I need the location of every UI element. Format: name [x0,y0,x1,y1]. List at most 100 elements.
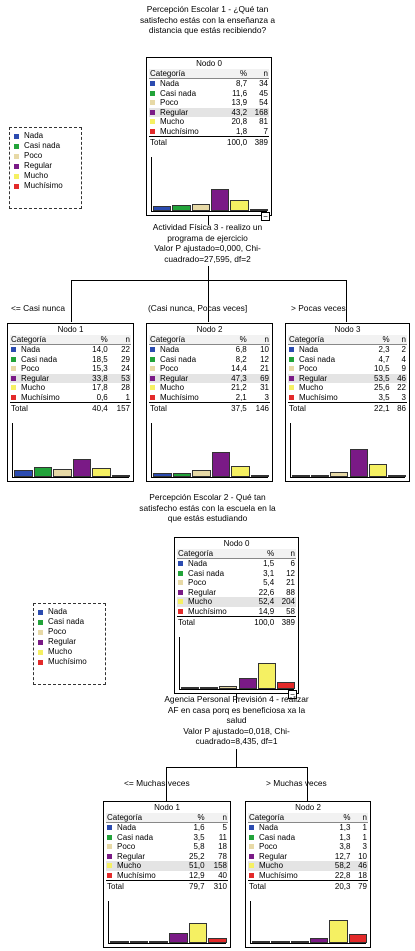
count-cell: 21 [260,364,269,373]
category: Poco [107,842,179,852]
node-row: Nada 14,0 22 [10,345,131,355]
category-swatch [178,561,183,567]
category-cell: Regular [149,373,223,383]
total-cell: 389 [275,616,296,628]
percent-cell: 3,1 [263,568,275,578]
category: Mucho [107,861,179,871]
node-row: Muchísimo 3,5 3 [288,393,407,403]
category-cell: Nada [248,823,325,833]
category-swatch [107,853,112,859]
category-label: Casi nada [299,354,336,364]
histogram-bar [329,919,348,943]
histogram-bar [348,933,367,943]
category: Casi nada [249,833,324,843]
category-label: Casi nada [188,568,225,578]
category-cell: Casi nada [248,833,325,843]
category-cell: Casi nada [177,569,245,579]
count-cell: 18 [218,842,227,851]
category-swatch [289,375,294,381]
category-cell: Poco [149,98,218,108]
percent-cell: 8,7 [235,79,248,88]
category: Muchísimo [150,393,221,403]
histogram-bar [211,188,230,211]
histogram-bar [192,469,211,477]
legend-item: Muchísimo [14,181,77,191]
category-swatch [11,385,16,391]
percent-cell: 51,0 [179,861,206,871]
category-label: Nada [117,823,137,832]
split-label-line: Agencia Personal Previsión 4 - realizar [164,694,309,704]
connector-line [166,767,308,768]
histogram-bar [219,686,238,689]
category-label: Mucho [21,383,46,392]
branch-label: <= Muchas veces [124,778,190,788]
connector-line [236,694,237,703]
legend-box: Nada Casi nada Poco Regular Mucho Muchísimo [33,603,106,685]
legend-item: Casi nada [14,141,77,151]
category-swatch [289,356,294,362]
node-table: Categoría% n Nada 6,8 10 Casi nada 8,2 12 Poco 14… [149,335,270,414]
percent-cell: 5,8 [193,842,205,851]
category-cell: Muchísimo [106,871,180,881]
category-swatch [150,394,155,400]
category-swatch [107,825,112,831]
category: Casi nada [11,355,82,365]
category: Poco [150,364,221,374]
category-label: Regular [188,587,217,597]
count-cell: 45 [259,88,268,98]
node-total-row: Total 40,4 157 [10,402,131,414]
legend-label: Poco [24,151,43,160]
node-row: Poco 13,9 54 [149,98,269,108]
legend-item: Regular [38,637,101,647]
column-header: n [108,335,131,345]
legend-label: Regular [48,637,77,646]
percent-cell: 33,8 [83,373,109,383]
category-label: Nada [160,345,180,354]
legend-swatch [38,619,43,625]
category-swatch [249,872,254,878]
column-header: Categoría [288,335,365,345]
category-cell: Nada [106,823,180,833]
node-row: Casi nada 4,7 4 [288,355,407,365]
percent-cell: 14,0 [92,345,108,354]
node-row: Regular 25,2 78 [106,852,228,862]
tree-title-line: distancia que estás recibiendo? [148,25,267,35]
category-label: Regular [160,373,189,383]
count-cell: 11 [218,832,227,842]
category-cell: Casi nada [149,355,222,365]
node-table: Categoría% n Nada 1,3 1 Casi nada 1,3 1 Poco 3,8 3… [248,813,368,892]
count-cell: 22 [397,383,406,392]
count-cell: 81 [259,117,268,126]
node-row: Mucho 58,2 46 [248,861,368,871]
category-swatch [178,608,183,614]
category-cell: Mucho [177,597,246,607]
category-swatch [107,834,112,840]
category: Regular [11,374,82,384]
percent-cell: 11,6 [232,88,248,98]
node-row: Muchísimo 0,6 1 [10,393,131,403]
histogram-bar [153,206,172,211]
category: Casi nada [150,89,217,99]
percent-cell: 58,2 [324,861,352,871]
node-row: Poco 15,3 24 [10,364,131,374]
node-title: Nodo 0 [196,59,222,68]
category: Nada [178,559,244,569]
category-cell: Mucho [149,383,222,393]
branch-label: > Muchas veces [266,778,327,788]
tree-title-line: satisfecho estás con la enseñanza a [139,14,276,25]
tree-title-line: Percepción Escolar 2 - Qué tan [149,492,266,502]
total-cell: 100,0 [245,616,276,628]
tree-node: Nodo 0 Categoría% n Nada 1,5 6 Casi nada 3,1 12 P… [174,537,299,694]
category-swatch [150,375,155,381]
category-cell: Regular [149,107,219,117]
legend-item: Mucho [14,171,77,181]
column-header: % [83,335,109,345]
node-title: Nodo 2 [295,803,321,812]
legend-label: Nada [48,607,68,616]
node-histogram [179,637,295,690]
connector-line [71,280,347,281]
category-swatch [150,119,155,125]
legend-label: Regular [24,161,53,170]
percent-cell: 0,6 [96,392,108,402]
category-label: Muchísimo [160,392,199,402]
